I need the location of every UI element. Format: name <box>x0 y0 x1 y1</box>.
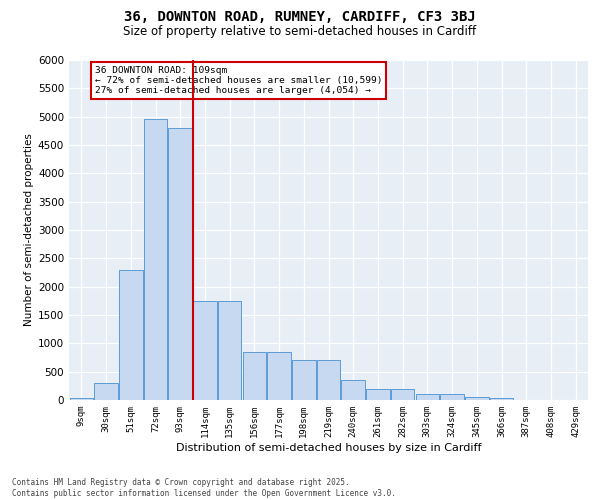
Text: 36 DOWNTON ROAD: 109sqm
← 72% of semi-detached houses are smaller (10,599)
27% o: 36 DOWNTON ROAD: 109sqm ← 72% of semi-de… <box>95 66 382 96</box>
Bar <box>490 398 513 400</box>
Bar <box>416 394 439 400</box>
Bar <box>169 128 192 400</box>
Text: 36, DOWNTON ROAD, RUMNEY, CARDIFF, CF3 3BJ: 36, DOWNTON ROAD, RUMNEY, CARDIFF, CF3 3… <box>124 10 476 24</box>
Bar <box>268 352 291 400</box>
Bar <box>70 398 93 400</box>
Bar <box>366 388 389 400</box>
Bar <box>391 388 415 400</box>
Bar <box>440 394 464 400</box>
Bar <box>144 120 167 400</box>
Y-axis label: Number of semi-detached properties: Number of semi-detached properties <box>24 134 34 326</box>
Bar <box>193 301 217 400</box>
Bar <box>242 352 266 400</box>
Bar <box>465 396 488 400</box>
Bar <box>317 360 340 400</box>
Bar <box>292 360 316 400</box>
Bar <box>218 301 241 400</box>
Bar <box>341 380 365 400</box>
Bar <box>94 383 118 400</box>
Bar <box>119 270 143 400</box>
Text: Size of property relative to semi-detached houses in Cardiff: Size of property relative to semi-detach… <box>124 25 476 38</box>
X-axis label: Distribution of semi-detached houses by size in Cardiff: Distribution of semi-detached houses by … <box>176 442 481 452</box>
Text: Contains HM Land Registry data © Crown copyright and database right 2025.
Contai: Contains HM Land Registry data © Crown c… <box>12 478 396 498</box>
